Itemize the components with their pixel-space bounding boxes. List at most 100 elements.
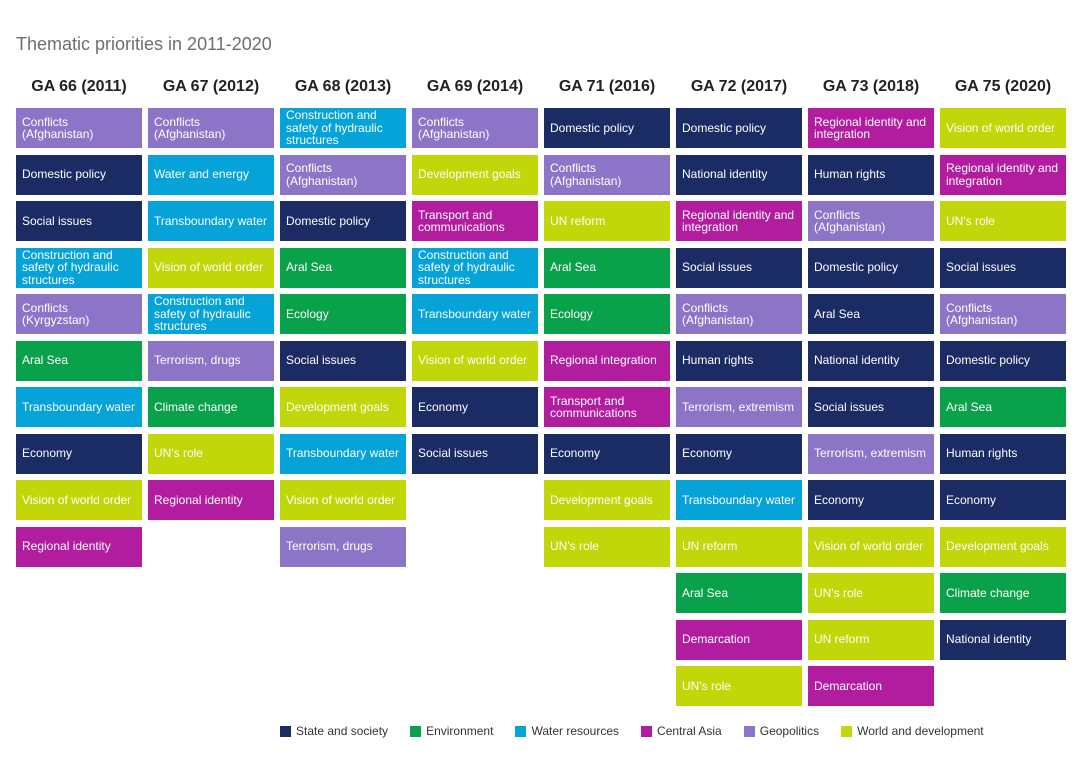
- column-header: GA 69 (2014): [426, 78, 524, 95]
- priority-cell: Regional integration: [544, 340, 670, 381]
- priority-label: Water and energy: [154, 167, 249, 182]
- priority-cell: Economy: [412, 387, 538, 427]
- legend-swatch: [743, 725, 755, 737]
- priority-label: Transboundary water: [418, 306, 531, 321]
- priority-cell: Economy: [808, 480, 934, 520]
- priority-label: Conflicts (Kyrgyzstan): [22, 300, 90, 327]
- legend-label: Water resources: [531, 724, 620, 738]
- priority-label: Transboundary water: [22, 399, 135, 414]
- priority-cell: UN's role: [148, 433, 274, 474]
- priority-cell: Construction and safety of hydraulic struc…: [148, 294, 274, 334]
- column-header: GA 72 (2017): [690, 78, 788, 95]
- priority-label: Aral Sea: [550, 260, 597, 275]
- legend-swatch: [841, 725, 853, 737]
- session-column: GA 73 (2018) Regional identity and integra…: [808, 78, 934, 713]
- column-header: GA 71 (2016): [558, 78, 656, 95]
- priority-label: Social issues: [814, 399, 885, 414]
- priority-cell: Social issues: [676, 247, 802, 288]
- legend-item: Central Asia: [641, 724, 722, 738]
- priority-label: Regional identity: [154, 492, 243, 507]
- priority-label: Regional identity and integration: [682, 207, 795, 234]
- priority-label: Domestic policy: [946, 353, 1031, 368]
- priority-label: Transboundary water: [154, 213, 267, 228]
- priority-cell: Regional identity: [148, 480, 274, 520]
- priority-cell: Climate change: [148, 387, 274, 427]
- priority-cell: Conflicts (Afghanistan): [412, 108, 538, 148]
- session-column: GA 68 (2013) Construction and safety of hy…: [280, 78, 406, 713]
- priority-cell: National identity: [676, 154, 802, 195]
- priority-cell: Terrorism, extremism: [808, 433, 934, 474]
- session-column: GA 67 (2012) Conflicts (Afghanistan) Water …: [148, 78, 274, 713]
- priority-cell: Domestic policy: [808, 247, 934, 288]
- priority-cell: Terrorism, drugs: [280, 526, 406, 567]
- priority-label: Regional identity and integration: [946, 161, 1059, 188]
- priority-cell: UN reform: [676, 526, 802, 567]
- priority-cell: Social issues: [808, 387, 934, 427]
- priority-cell: Human rights: [676, 340, 802, 381]
- priority-cell: Transboundary water: [676, 480, 802, 520]
- priority-cell: Domestic policy: [280, 201, 406, 241]
- priority-label: Terrorism, extremism: [814, 446, 927, 461]
- priority-label: Aral Sea: [814, 306, 861, 321]
- priority-cell: Aral Sea: [808, 294, 934, 334]
- priority-cell: Aral Sea: [544, 247, 670, 288]
- priority-label: Conflicts (Afghanistan): [22, 114, 94, 141]
- priority-cell: Terrorism, extremism: [676, 387, 802, 427]
- legend-swatch: [280, 725, 291, 737]
- priority-cell: National identity: [940, 619, 1066, 660]
- priority-cell: Domestic policy: [676, 108, 802, 148]
- priority-label: Social issues: [682, 260, 753, 275]
- priority-cell: Conflicts (Afghanistan): [808, 201, 934, 241]
- column-header: GA 67 (2012): [162, 78, 260, 95]
- priority-cell: National identity: [808, 340, 934, 381]
- priority-label: Conflicts (Afghanistan): [418, 114, 490, 141]
- priority-cell: Construction and safety of hydraulic struc…: [16, 247, 142, 288]
- legend-swatch: [410, 725, 422, 737]
- legend-swatch: [515, 725, 527, 737]
- priority-label: Economy: [550, 446, 601, 461]
- priority-label: Vision of world order: [946, 120, 1056, 135]
- session-column: GA 72 (2017) Domestic policy National iden…: [676, 78, 802, 713]
- priority-cell: UN's role: [676, 666, 802, 706]
- priority-cell: Vision of world order: [808, 526, 934, 567]
- priority-cell: UN's role: [940, 201, 1066, 241]
- legend-label: Environment: [426, 724, 494, 738]
- priority-cell: Terrorism, drugs: [148, 340, 274, 381]
- priority-cell: Ecology: [544, 294, 670, 334]
- priority-label: Social issues: [22, 213, 93, 228]
- priority-cell: Regional identity and integration: [676, 201, 802, 241]
- priority-label: Conflicts (Afghanistan): [814, 207, 886, 234]
- priority-label: Economy: [682, 446, 733, 461]
- priority-cell: Transport and communications: [544, 387, 670, 427]
- priority-label: UN's role: [154, 446, 203, 461]
- priority-cell: Climate change: [940, 573, 1066, 613]
- priority-label: Economy: [418, 399, 469, 414]
- session-column: GA 75 (2020) Vision of world order Regiona…: [940, 78, 1066, 713]
- priority-cell: Vision of world order: [280, 480, 406, 520]
- priority-label: Human rights: [814, 167, 886, 182]
- priority-cell: Human rights: [940, 433, 1066, 474]
- priority-cell: Transboundary water: [280, 433, 406, 474]
- priority-label: National identity: [814, 353, 900, 368]
- priority-label: National identity: [946, 632, 1032, 647]
- priority-cell: Transport and communications: [412, 201, 538, 241]
- priority-label: Regional identity and integration: [814, 114, 927, 141]
- priority-cell: Social issues: [280, 340, 406, 381]
- priority-label: Social issues: [286, 353, 357, 368]
- priority-cell: Demarcation: [808, 666, 934, 706]
- legend-label: Geopolitics: [759, 724, 820, 738]
- priority-cell: UN's role: [808, 573, 934, 613]
- priority-label: UN reform: [682, 539, 738, 554]
- column-header: GA 73 (2018): [822, 78, 920, 95]
- priority-cell: Vision of world order: [148, 247, 274, 288]
- priority-label: Terrorism, drugs: [154, 353, 241, 368]
- legend-item: Water resources: [515, 724, 619, 738]
- priority-label: Regional identity: [22, 539, 111, 554]
- priority-cell: Development goals: [412, 154, 538, 195]
- priority-label: Economy: [814, 492, 865, 507]
- priority-cell: Aral Sea: [676, 573, 802, 613]
- legend-label: State and society: [296, 724, 389, 738]
- priority-label: Aral Sea: [682, 585, 729, 600]
- priority-label: Conflicts (Afghanistan): [682, 300, 754, 327]
- priority-label: Economy: [946, 492, 997, 507]
